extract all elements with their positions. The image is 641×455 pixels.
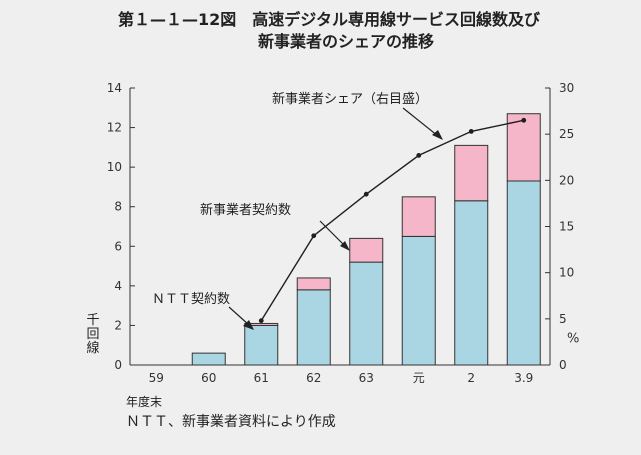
source-note: ＮＴＴ、新事業者資料により作成 [126, 414, 336, 430]
annotation-new-pointer [319, 220, 346, 247]
x-tick-label: 62 [306, 371, 321, 385]
title-line-2: 新事業者のシェアの推移 [258, 32, 435, 51]
share-point [363, 191, 369, 197]
y-left-tick-label: 2 [114, 318, 122, 332]
x-tick-label: 2 [467, 371, 475, 385]
bar-ntt [506, 180, 541, 366]
x-tick-label: 元 [413, 371, 425, 385]
x-tick-label: 61 [254, 371, 269, 385]
x-tick-label: 60 [201, 371, 216, 385]
x-tick-label: 63 [359, 371, 374, 385]
bar-new [296, 277, 331, 291]
annotation-ntt-arrowhead [243, 320, 254, 330]
y-right-unit: % [567, 331, 579, 346]
x-tick-label: 59 [149, 371, 164, 385]
annotation-share-arrowhead [432, 130, 443, 140]
x-tick-label: 3.9 [514, 371, 533, 385]
bar-new [506, 113, 541, 182]
share-point [416, 153, 422, 158]
y-right-tick-label: 25 [559, 127, 574, 141]
share-point [468, 128, 474, 134]
bar-ntt [244, 324, 279, 366]
y-left-tick-label: 0 [114, 358, 122, 372]
y-right-tick-label: 0 [559, 358, 567, 372]
share-line [260, 119, 524, 322]
bar-new [401, 196, 436, 237]
annotation-new-arrowhead [340, 241, 350, 251]
share-point [521, 117, 527, 123]
y-right-tick-label: 20 [559, 173, 574, 187]
bar-new [454, 144, 489, 202]
bar-ntt [296, 289, 331, 366]
y-left-tick-label: 8 [114, 200, 122, 214]
x-axis-label: 年度末 [126, 395, 163, 409]
y-right-tick-label: 10 [559, 266, 574, 280]
bar-ntt [191, 352, 226, 366]
share-point [258, 318, 264, 324]
y-left-tick-label: 10 [107, 160, 122, 174]
y-left-tick-label: 6 [114, 239, 122, 253]
annotation-ntt: ＮＴＴ契約数 [152, 292, 230, 307]
y-right-tick-label: 5 [559, 312, 567, 326]
y-left-tick-label: 4 [114, 279, 122, 293]
y-right-tick-label: 30 [559, 81, 574, 95]
y-right-tick-label: 15 [559, 220, 574, 234]
bar-ntt [349, 261, 384, 366]
annotation-ntt-pointer [228, 306, 250, 326]
share-point [311, 233, 317, 239]
y-left-unit: 千回線 [86, 313, 100, 356]
annotation-share-pointer [402, 107, 439, 137]
annotation-share: 新事業者シェア（右目盛） [272, 91, 428, 107]
bar-ntt [401, 235, 436, 366]
y-left-tick-label: 12 [107, 121, 122, 135]
bar-ntt [454, 200, 489, 366]
title-line-1: 第１—１—12図 高速デジタル専用線サービス回線数及び [118, 10, 540, 29]
y-left-tick-label: 14 [107, 81, 122, 95]
annotation-new: 新事業者契約数 [200, 202, 291, 218]
bar-new [349, 237, 384, 263]
